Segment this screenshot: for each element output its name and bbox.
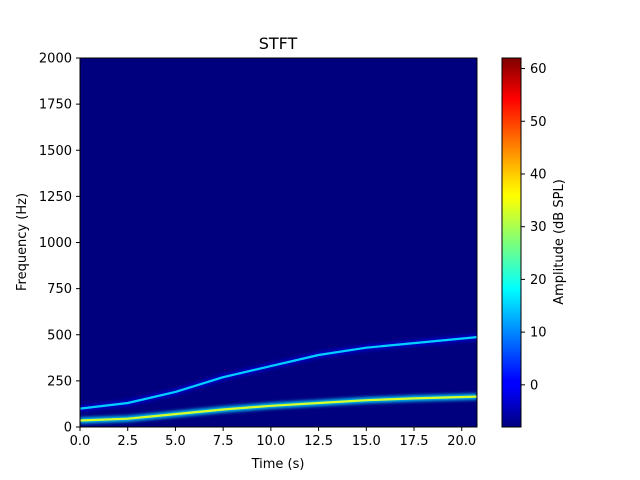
y-tick-label: 1500 <box>39 144 72 159</box>
x-tick-label: 20.0 <box>447 434 476 449</box>
y-tick-label: 250 <box>47 374 72 389</box>
trace-2 <box>80 395 477 422</box>
y-tick-label: 0 <box>64 421 72 436</box>
colorbar-tick-label: 60 <box>530 62 547 77</box>
y-tick-label: 500 <box>47 328 72 343</box>
y-tick-label: 1000 <box>39 236 72 251</box>
trace-1 <box>80 336 477 410</box>
x-axis-label: Time (s) <box>251 457 305 472</box>
x-tick-label: 12.5 <box>304 434 333 449</box>
colorbar-tick-label: 0 <box>530 378 538 393</box>
x-axis: 0.0 2.5 5.0 7.5 10.0 12.5 15.0 17.5 20.0 <box>70 427 476 449</box>
y-tick-label: 2000 <box>39 52 72 67</box>
y-axis: 0 250 500 750 1000 1250 1500 1750 2000 <box>39 52 80 436</box>
x-tick-label: 10.0 <box>256 434 285 449</box>
x-tick-label: 7.5 <box>213 434 234 449</box>
colorbar-tick-label: 30 <box>530 220 547 235</box>
colorbar-tick-label: 20 <box>530 273 547 288</box>
x-tick-label: 15.0 <box>352 434 381 449</box>
y-tick-label: 1250 <box>39 190 72 205</box>
y-tick-label: 1750 <box>39 98 72 113</box>
colorbar-axis: 0 10 20 30 40 50 60 <box>521 62 547 393</box>
spectrogram-traces <box>80 334 477 424</box>
spectrogram-background <box>80 58 477 427</box>
x-tick-label: 5.0 <box>165 434 186 449</box>
y-axis-label: Frequency (Hz) <box>15 193 30 291</box>
y-tick-label: 750 <box>47 282 72 297</box>
x-tick-label: 2.5 <box>117 434 138 449</box>
colorbar-tick-label: 40 <box>530 167 547 182</box>
colorbar-tick-label: 50 <box>530 115 547 130</box>
chart-title: STFT <box>259 34 298 53</box>
x-tick-label: 17.5 <box>400 434 429 449</box>
x-tick-label: 0.0 <box>70 434 91 449</box>
colorbar-label: Amplitude (dB SPL) <box>552 179 567 305</box>
colorbar <box>501 57 522 428</box>
colorbar-tick-label: 10 <box>530 326 547 341</box>
